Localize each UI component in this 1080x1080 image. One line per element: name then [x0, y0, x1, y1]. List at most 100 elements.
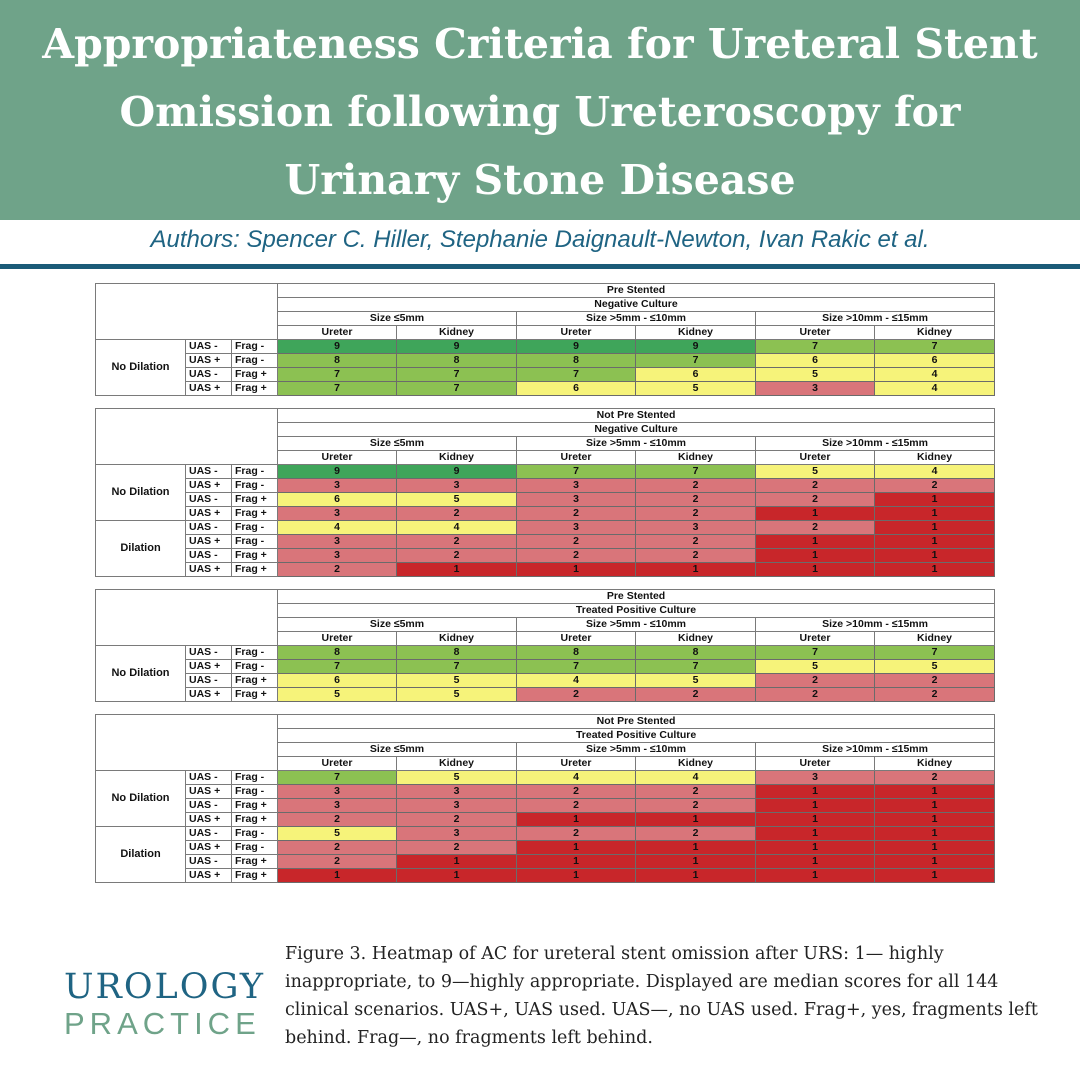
uas-label: UAS + — [185, 840, 232, 855]
stent-header: Not Pre Stented — [277, 408, 996, 423]
heatmap-cell: 1 — [874, 506, 996, 521]
culture-header: Treated Positive Culture — [277, 728, 996, 743]
heatmap-cell: 3 — [755, 381, 876, 396]
location-header: Ureter — [755, 631, 876, 646]
table-row: UAS - Frag +3 3 2 2 1 1 — [96, 798, 996, 813]
heatmap-cell: 1 — [874, 562, 996, 577]
frag-label: Frag - — [230, 784, 279, 799]
location-header: Kidney — [396, 756, 518, 771]
frag-label: Frag + — [230, 367, 279, 382]
culture-header: Negative Culture — [277, 422, 996, 437]
table-row: UAS - Frag +7 7 7 6 5 4 — [96, 367, 996, 382]
dilation-label: No Dilation — [95, 339, 186, 396]
heatmap-cell: 3 — [277, 506, 398, 521]
heatmap-cell: 1 — [755, 548, 876, 563]
location-header: Ureter — [516, 631, 637, 646]
heatmap-cell: 2 — [277, 812, 398, 827]
figure-caption: Figure 3. Heatmap of AC for ureteral ste… — [285, 944, 1038, 1048]
heatmap-cell: 2 — [277, 562, 398, 577]
uas-label: UAS + — [185, 353, 232, 368]
heatmap-cell: 3 — [396, 798, 518, 813]
heatmap-cell: 7 — [277, 659, 398, 674]
frag-label: Frag - — [230, 826, 279, 841]
heatmap-cell: 5 — [635, 381, 757, 396]
location-header: Kidney — [396, 631, 518, 646]
heatmap-cell: 4 — [396, 520, 518, 535]
heatmap-cell: 8 — [277, 645, 398, 660]
uas-label: UAS + — [185, 659, 232, 674]
divider-rule — [0, 264, 1080, 269]
heatmap-cell: 9 — [635, 339, 757, 354]
heatmap-cell: 2 — [874, 770, 996, 785]
heatmap-cell: 2 — [635, 687, 757, 702]
heatmap-cell: 1 — [755, 534, 876, 549]
size-header: Size >5mm - ≤10mm — [516, 742, 757, 757]
heatmap-cell: 9 — [277, 464, 398, 479]
uas-label: UAS + — [185, 868, 232, 883]
location-header: Ureter — [755, 756, 876, 771]
heatmap-cell: 8 — [516, 353, 637, 368]
heatmap-cell: 4 — [516, 770, 637, 785]
heatmap-cell: 5 — [396, 673, 518, 688]
table-row: UAS - Frag +6 5 3 2 2 1 — [96, 492, 996, 507]
frag-label: Frag + — [230, 562, 279, 577]
heatmap-cell: 1 — [874, 548, 996, 563]
heatmap-cell: 7 — [277, 381, 398, 396]
heatmap-cell: 2 — [516, 548, 637, 563]
logo-line-urology: UROLOGY — [64, 967, 265, 1007]
heatmap-cell: 2 — [635, 784, 757, 799]
heatmap-cell: 1 — [755, 854, 876, 869]
heatmap-cell: 8 — [396, 645, 518, 660]
frag-label: Frag - — [230, 464, 279, 479]
heatmap-cell: 2 — [635, 506, 757, 521]
uas-label: UAS + — [185, 506, 232, 521]
heatmap-cell: 7 — [516, 659, 637, 674]
location-header: Kidney — [874, 450, 996, 465]
uas-label: UAS + — [185, 381, 232, 396]
heatmap-cell: 3 — [277, 784, 398, 799]
heatmap-cell: 3 — [277, 548, 398, 563]
heatmap-cell: 2 — [635, 826, 757, 841]
heatmap-cell: 1 — [874, 784, 996, 799]
heatmap-cell: 7 — [396, 367, 518, 382]
frag-label: Frag + — [230, 687, 279, 702]
heatmap-cell: 7 — [874, 339, 996, 354]
heatmap-cell: 4 — [874, 381, 996, 396]
title-banner: Appropriateness Criteria for Ureteral St… — [0, 0, 1080, 220]
heatmap-cell: 7 — [635, 659, 757, 674]
heatmap-cell: 2 — [635, 478, 757, 493]
heatmap-cell: 6 — [755, 353, 876, 368]
heatmap-cell: 2 — [516, 798, 637, 813]
heatmap-figure: Pre Stented Negative Culture Size ≤5mm Size… — [94, 283, 996, 895]
location-header: Kidney — [874, 631, 996, 646]
heatmap-cell: 2 — [396, 534, 518, 549]
heatmap-cell: 1 — [755, 840, 876, 855]
uas-label: UAS + — [185, 562, 232, 577]
frag-label: Frag - — [230, 478, 279, 493]
frag-label: Frag + — [230, 868, 279, 883]
frag-label: Frag - — [230, 659, 279, 674]
location-header: Ureter — [755, 325, 876, 340]
location-header: Kidney — [874, 756, 996, 771]
journal-logo: UROLOGY PRACTICE — [64, 968, 264, 1042]
heatmap-cell: 7 — [396, 659, 518, 674]
heatmap-cell: 2 — [755, 492, 876, 507]
frag-label: Frag + — [230, 548, 279, 563]
heatmap-cell: 7 — [874, 645, 996, 660]
heatmap-cell: 2 — [635, 548, 757, 563]
heatmap-cell: 6 — [874, 353, 996, 368]
heatmap-cell: 1 — [516, 812, 637, 827]
heatmap-cell: 2 — [635, 492, 757, 507]
frag-label: Frag + — [230, 854, 279, 869]
size-header: Size >5mm - ≤10mm — [516, 311, 757, 326]
size-header: Size >10mm - ≤15mm — [755, 617, 996, 632]
heatmap-cell: 3 — [516, 478, 637, 493]
heatmap-cell: 2 — [874, 673, 996, 688]
heatmap-cell: 7 — [396, 381, 518, 396]
heatmap-cell: 9 — [516, 339, 637, 354]
uas-label: UAS + — [185, 478, 232, 493]
size-header: Size ≤5mm — [277, 436, 518, 451]
frag-label: Frag - — [230, 770, 279, 785]
heatmap-cell: 5 — [277, 687, 398, 702]
